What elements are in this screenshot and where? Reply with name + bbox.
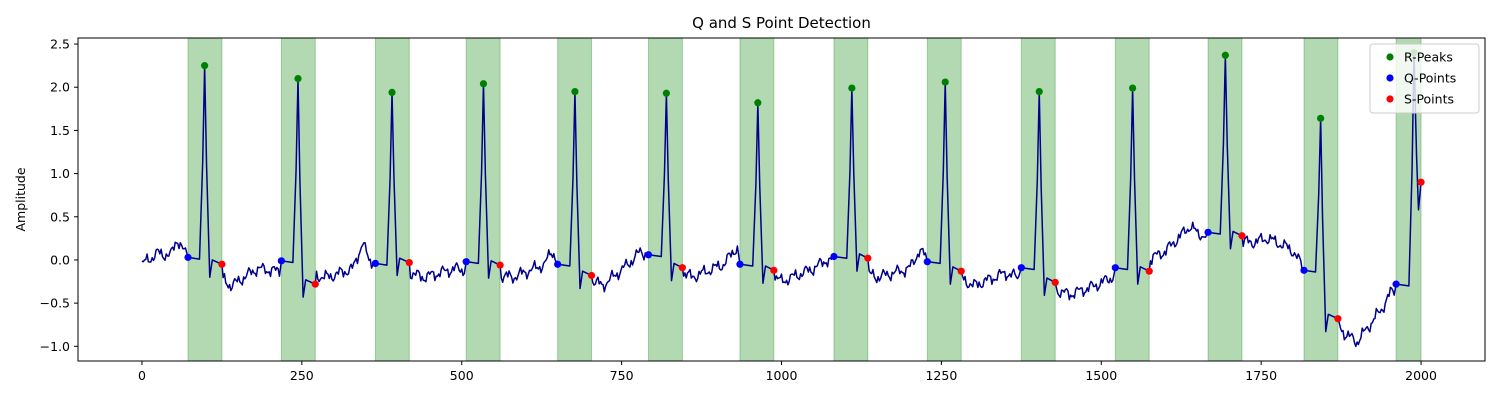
x-tick-label: 0 (138, 368, 146, 383)
y-axis: −1.0 −0.5 0.0 0.5 1.0 1.5 2.0 2.5 (40, 37, 78, 354)
q-point-marker (277, 257, 285, 265)
detection-markers-layer (184, 49, 1425, 323)
s-point-marker (1145, 267, 1153, 275)
x-tick-label: 500 (450, 368, 474, 383)
legend: R-Peaks Q-Points S-Points (1369, 43, 1480, 114)
s-point-marker (496, 261, 504, 269)
qrs-span (647, 37, 683, 362)
ecg-signal-layer (141, 51, 1422, 348)
qrs-span (374, 37, 410, 362)
y-tick-label: 1.0 (50, 166, 70, 181)
chart-title: Q and S Point Detection (692, 14, 871, 32)
legend-item-q-points: Q-Points (1404, 71, 1456, 86)
s-point-marker (218, 260, 226, 268)
x-tick-label: 1250 (925, 368, 957, 383)
r-peak-marker (479, 80, 488, 88)
s-point-marker (1417, 178, 1425, 186)
r-peak-marker (1035, 87, 1043, 96)
y-tick-label: 2.0 (50, 80, 70, 95)
q-point-marker (830, 252, 838, 261)
s-point-marker (1386, 95, 1394, 103)
legend-items: R-Peaks Q-Points S-Points (1386, 50, 1456, 107)
y-tick-label: 1.5 (50, 123, 70, 138)
r-peak-marker (388, 88, 396, 97)
q-point-marker (1300, 266, 1308, 274)
x-tick-label: 2000 (1405, 368, 1437, 383)
r-peak-marker (941, 78, 949, 86)
s-point-marker (1051, 278, 1059, 287)
s-point-marker (678, 264, 686, 272)
qrs-span (1020, 37, 1056, 362)
s-point-marker (1334, 315, 1342, 323)
q-point-marker (184, 253, 192, 261)
q-point-marker (1386, 74, 1394, 82)
x-tick-label: 1000 (766, 368, 798, 383)
qrs-span (1303, 37, 1339, 362)
q-point-marker (736, 260, 744, 268)
r-peak-marker (754, 99, 762, 107)
q-point-marker (1392, 280, 1400, 288)
s-point-marker (405, 258, 413, 267)
y-tick-label: 0.5 (50, 209, 70, 224)
q-point-marker (1204, 228, 1212, 236)
r-peak-marker (1221, 51, 1229, 59)
x-tick-label: 1750 (1245, 368, 1277, 383)
y-tick-label: −1.0 (40, 339, 70, 354)
qrs-span (739, 37, 775, 362)
legend-item-r-peaks: R-Peaks (1404, 50, 1453, 65)
s-point-marker (770, 266, 778, 274)
qrs-span-layer (187, 37, 1422, 362)
x-tick-label: 1500 (1085, 368, 1117, 383)
y-tick-label: −0.5 (40, 296, 70, 311)
x-tick-label: 250 (290, 368, 314, 383)
s-point-marker (864, 254, 872, 262)
ecg-signal-line (141, 51, 1422, 348)
r-peak-marker (294, 74, 302, 83)
q-point-marker (554, 260, 562, 268)
q-point-marker (644, 251, 653, 259)
r-peak-marker (201, 62, 209, 70)
q-point-marker (1111, 264, 1119, 272)
s-point-marker (957, 267, 965, 275)
q-point-marker (462, 258, 470, 266)
x-axis: 0 250 500 750 1000 1250 1500 1750 2000 (138, 361, 1437, 383)
r-peak-marker (1129, 84, 1137, 92)
x-tick-label: 750 (610, 368, 634, 383)
legend-item-s-points: S-Points (1404, 92, 1454, 107)
q-point-marker (923, 258, 931, 266)
qrs-span (926, 37, 962, 362)
s-point-marker (1238, 232, 1246, 240)
s-point-marker (311, 280, 319, 288)
r-peak-marker (571, 87, 579, 96)
q-point-marker (1017, 264, 1025, 272)
qrs-span (557, 37, 593, 362)
r-peak-marker (1386, 53, 1394, 61)
q-point-marker (371, 259, 379, 268)
r-peak-marker (1317, 114, 1325, 122)
y-tick-label: 2.5 (50, 37, 70, 52)
legend-box (1369, 43, 1480, 114)
y-tick-label: 0.0 (50, 252, 70, 267)
y-axis-label: Amplitude (13, 167, 28, 231)
qrs-span (833, 37, 869, 362)
r-peak-marker (848, 84, 856, 92)
r-peak-marker (662, 89, 670, 97)
s-point-marker (587, 271, 596, 280)
